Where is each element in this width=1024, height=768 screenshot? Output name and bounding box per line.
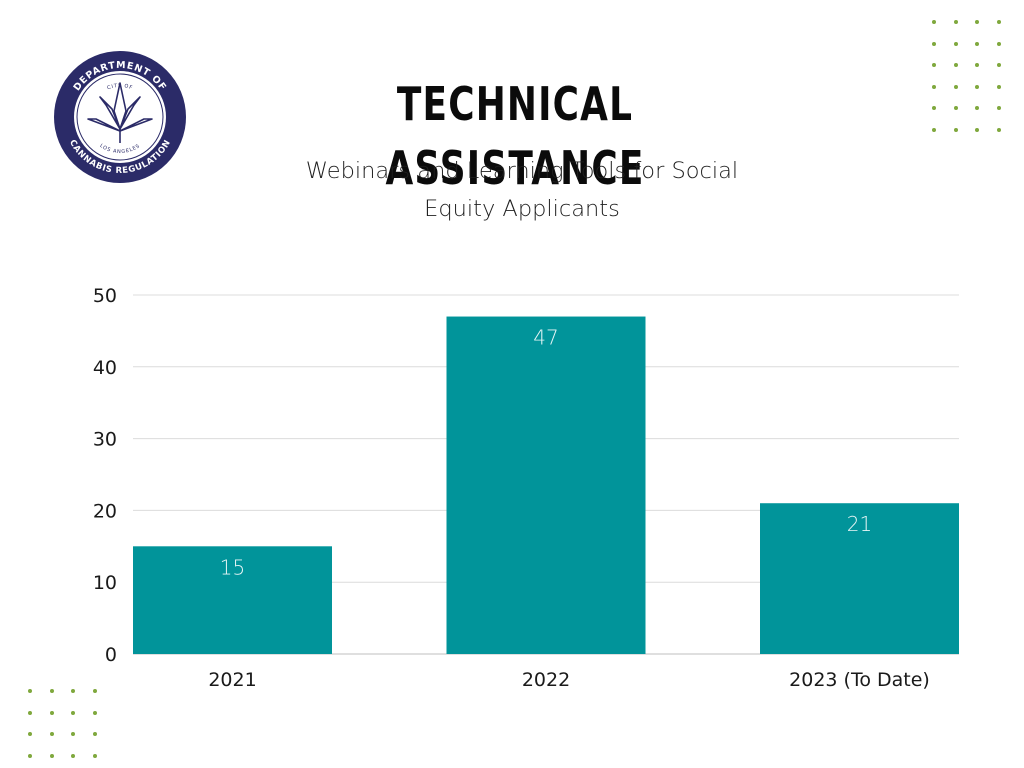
y-tick-label: 0: [105, 644, 117, 666]
decorative-dot: [49, 710, 54, 715]
decorative-dot: [71, 710, 75, 715]
decorative-dot: [996, 106, 1001, 110]
y-axis-ticks: 0 10 20 30 40 50: [93, 285, 117, 666]
decorative-dot: [953, 41, 958, 46]
decorative-dot: [996, 84, 1001, 89]
logo-inner-disc: [74, 71, 166, 163]
decorative-dot: [996, 127, 1001, 132]
decorative-dot: [28, 753, 32, 758]
decorative-dot: [71, 689, 75, 693]
decorative-dot: [953, 63, 958, 67]
decorative-dot: [92, 710, 97, 715]
y-tick-label: 50: [93, 285, 117, 307]
decorative-dot: [28, 732, 32, 736]
decorative-dot: [71, 753, 75, 758]
decorative-dot: [953, 84, 958, 89]
x-tick-label: 2023 (To Date): [789, 669, 930, 691]
decorative-dot: [92, 732, 97, 736]
decorative-dot: [996, 41, 1001, 46]
decorative-dot: [996, 20, 1001, 24]
chart-bars: 15 47 21: [133, 316, 959, 654]
y-tick-label: 30: [93, 429, 117, 451]
x-tick-label: 2021: [208, 669, 256, 691]
decorative-dot: [975, 63, 979, 67]
decorative-dot: [975, 106, 979, 110]
decorative-dot: [49, 753, 54, 758]
decorative-dot: [953, 127, 958, 132]
bar-value-label: 21: [847, 512, 872, 536]
page-title: TECHNICAL ASSISTANCE: [385, 77, 645, 195]
y-tick-label: 20: [93, 500, 117, 522]
bar-value-label: 47: [533, 326, 558, 350]
decorative-dot: [932, 41, 936, 46]
decorative-dot: [932, 63, 936, 67]
decorative-dot: [49, 689, 54, 693]
bar: [446, 316, 646, 654]
decorative-dot: [28, 689, 32, 693]
x-axis-labels: 2021 2022 2023 (To Date): [208, 669, 930, 691]
decorative-dot: [953, 20, 958, 24]
decorative-dot: [92, 689, 97, 693]
page-subtitle: Webinars and Learning Tools for Social E…: [272, 152, 772, 228]
decorative-dot: [92, 753, 97, 758]
bar: [760, 503, 959, 654]
decorative-dot: [932, 84, 936, 89]
decorative-dot: [975, 20, 979, 24]
subtitle-line-2: Equity Applicants: [424, 196, 620, 222]
decorative-dot: [932, 20, 936, 24]
bar: [133, 546, 332, 654]
cannabis-department-logo: DEPARTMENT OF CANNABIS REGULATION CITY O…: [54, 51, 186, 183]
decorative-dot: [975, 84, 979, 89]
decorative-dot: [49, 732, 54, 736]
decorative-dot: [975, 127, 979, 132]
y-tick-label: 10: [93, 572, 117, 594]
decorative-dot: [932, 106, 936, 110]
decorative-dot: [975, 41, 979, 46]
subtitle-line-1: Webinars and Learning Tools for Social: [305, 158, 739, 184]
cannabis-leaf-icon: [87, 82, 153, 143]
logo-inner-ring: [76, 73, 164, 161]
decorative-dot: [932, 127, 936, 132]
decorative-dot: [28, 710, 32, 715]
y-tick-label: 40: [93, 357, 117, 379]
decorative-dot: [71, 732, 75, 736]
decorative-dot: [996, 63, 1001, 67]
x-tick-label: 2022: [522, 669, 570, 691]
bar-value-label: 15: [220, 555, 245, 579]
decorative-dot: [953, 106, 958, 110]
